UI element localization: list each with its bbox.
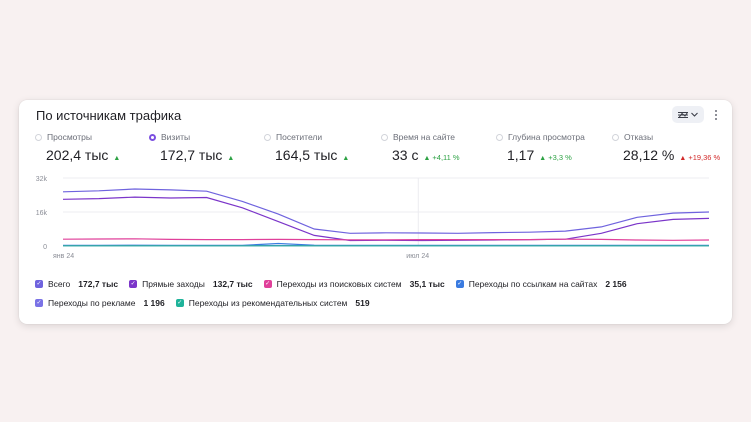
metric-pageviews[interactable]: Просмотры 202,4 тыс ▲: [35, 131, 120, 163]
metric-value: 164,5 тыс: [275, 147, 338, 163]
metric-value: 172,7 тыс: [160, 147, 223, 163]
metric-label: Просмотры: [47, 132, 92, 142]
radio-icon: [381, 133, 388, 141]
legend-item[interactable]: ✓ Переходы по ссылкам на сайтах 2 156: [455, 279, 627, 289]
checkbox-checked-icon[interactable]: ✓: [35, 299, 43, 307]
legend-label: Переходы по рекламе: [48, 298, 136, 308]
x-tick-label: янв 24: [53, 253, 74, 260]
legend-row: ✓ Всего 172,7 тыс ✓ Прямые заходы 132,7 тыс ✓ П…: [35, 278, 725, 290]
metrics-row: Просмотры 202,4 тыс ▲ Визиты 172,7 тыс ▲…: [19, 131, 732, 167]
radio-icon: [496, 133, 503, 141]
checkbox-checked-icon[interactable]: ✓: [175, 299, 184, 307]
metric-value: 202,4 тыс: [46, 147, 109, 163]
x-tick-label: июл 24: [406, 253, 429, 260]
radio-selected-icon: [149, 133, 156, 141]
trend-up-bad-icon: ▲: [679, 155, 687, 162]
legend-label: Всего: [48, 279, 71, 289]
metric-label: Время на сайте: [393, 132, 455, 142]
legend-label: Переходы из поисковых систем: [276, 279, 402, 289]
metric-label: Визиты: [161, 132, 191, 142]
radio-icon: [35, 133, 42, 141]
metric-delta: +4,11 %: [432, 153, 460, 162]
metric-label: Посетители: [276, 132, 323, 142]
trend-up-icon: ▲: [342, 155, 350, 162]
kebab-menu-icon[interactable]: [710, 106, 722, 123]
series-line: [62, 188, 710, 234]
metric-visits[interactable]: Визиты 172,7 тыс ▲: [149, 131, 234, 163]
legend-value: 2 156: [605, 279, 627, 289]
metric-delta: +19,36 %: [688, 153, 721, 162]
series-line: [62, 238, 710, 241]
metric-label: Глубина просмотра: [508, 132, 585, 142]
checkbox-checked-icon[interactable]: ✓: [129, 280, 138, 288]
metric-label: Отказы: [624, 132, 654, 142]
widget-toolbar: [672, 106, 722, 123]
legend-item[interactable]: ✓ Переходы из рекомендательных систем 519: [175, 298, 370, 308]
y-tick-label: 0: [43, 244, 47, 251]
chart-settings-icon: [678, 111, 688, 118]
trend-up-icon: ▲: [539, 155, 547, 162]
legend-item[interactable]: ✓ Всего 172,7 тыс: [35, 279, 118, 289]
traffic-line-chart[interactable]: 32k 16k 0 янв 24 июл 24: [19, 170, 732, 265]
trend-up-icon: ▲: [423, 155, 431, 162]
legend-value: 35,1 тыс: [409, 279, 445, 289]
trend-up-icon: ▲: [227, 155, 235, 162]
legend-label: Прямые заходы: [142, 279, 205, 289]
metric-depth[interactable]: Глубина просмотра 1,17 ▲ +3,3 %: [496, 131, 585, 163]
y-tick-label: 32k: [36, 176, 48, 183]
widget-title: По источникам трафика: [36, 108, 182, 123]
radio-icon: [264, 133, 271, 141]
metric-delta: +3,3 %: [548, 153, 572, 162]
series-line: [62, 196, 710, 242]
metric-value: 33 с: [392, 147, 419, 163]
legend-value: 132,7 тыс: [212, 279, 253, 289]
legend-label: Переходы из рекомендательных систем: [188, 298, 348, 308]
metric-visitors[interactable]: Посетители 164,5 тыс ▲: [264, 131, 349, 163]
metric-value: 28,12 %: [623, 147, 675, 163]
metric-value: 1,17: [507, 147, 535, 163]
checkbox-checked-icon[interactable]: ✓: [263, 280, 272, 288]
traffic-sources-widget: По источникам трафика Просмотры 202,4 ты…: [19, 100, 732, 324]
chart-canvas: 32k 16k 0 янв 24 июл 24: [36, 176, 710, 260]
metric-time-on-site[interactable]: Время на сайте 33 с ▲ +4,11 %: [381, 131, 460, 163]
legend-row: ✓ Переходы по рекламе 1 196 ✓ Переходы из ре…: [35, 297, 725, 309]
trend-up-icon: ▲: [113, 155, 121, 162]
legend-item[interactable]: ✓ Прямые заходы 132,7 тыс: [129, 279, 253, 289]
legend-value: 1 196: [143, 298, 165, 308]
chart-view-button[interactable]: [672, 106, 704, 123]
legend-value: 519: [355, 298, 370, 308]
chevron-down-icon: [691, 112, 698, 117]
checkbox-checked-icon[interactable]: ✓: [35, 280, 43, 288]
metric-bounces[interactable]: Отказы 28,12 % ▲ +19,36 %: [612, 131, 720, 163]
chart-legend: ✓ Всего 172,7 тыс ✓ Прямые заходы 132,7 тыс ✓ П…: [35, 278, 725, 316]
checkbox-checked-icon[interactable]: ✓: [455, 280, 464, 288]
y-tick-label: 16k: [36, 210, 48, 217]
legend-value: 172,7 тыс: [78, 279, 119, 289]
legend-item[interactable]: ✓ Переходы по рекламе 1 196: [35, 298, 165, 308]
legend-item[interactable]: ✓ Переходы из поисковых систем 35,1 тыс: [263, 279, 445, 289]
legend-label: Переходы по ссылкам на сайтах: [468, 279, 598, 289]
radio-icon: [612, 133, 619, 141]
